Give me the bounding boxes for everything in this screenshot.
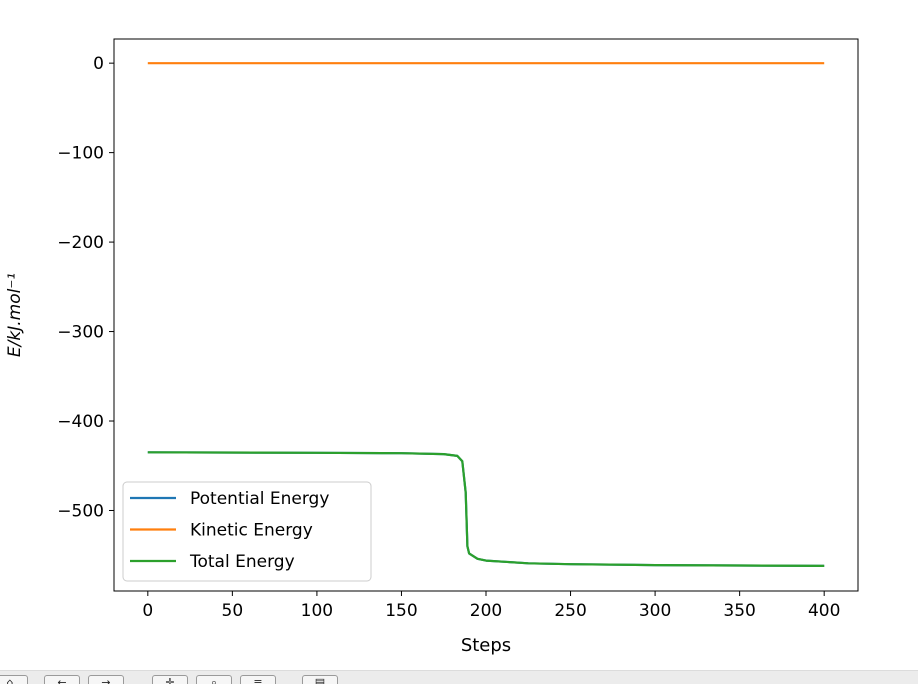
forward-icon: → [101,676,111,684]
pan-button[interactable]: ✛ [152,675,188,684]
x-tick-label: 0 [142,601,153,621]
zoom-icon: ⌕ [210,676,218,684]
y-axis-label: E/kJ.mol⁻¹ [5,273,25,357]
navigation-toolbar: ⌂ ← → ✛ ⌕ ≡ ▤ [0,670,918,684]
forward-button[interactable]: → [88,675,124,684]
home-button[interactable]: ⌂ [0,675,28,684]
pan-icon: ✛ [165,676,175,684]
series-line-total-energy [147,451,825,568]
back-icon: ← [57,676,67,684]
figure: 0 50 100 150 200 250 300 350 400 0 −100 −200 −300 −4… [5,38,859,656]
x-tick-label: 100 [301,601,333,621]
save-button[interactable]: ▤ [302,675,338,684]
x-tick-label: 50 [222,601,244,621]
legend-box [122,481,372,582]
x-axis: 0 50 100 150 200 250 300 350 400 [142,591,840,621]
y-tick-label: −200 [57,233,104,253]
subplots-icon: ≡ [253,676,263,684]
save-icon: ▤ [314,676,326,684]
y-tick-label: −100 [57,144,104,164]
x-axis-label: Steps [461,635,511,656]
x-tick-label: 150 [385,601,417,621]
x-tick-label: 350 [723,601,755,621]
x-tick-label: 200 [470,601,502,621]
back-button[interactable]: ← [44,675,80,684]
home-icon: ⌂ [6,676,14,684]
legend-label: Total Energy [189,552,295,572]
x-tick-label: 300 [639,601,671,621]
x-tick-label: 400 [808,601,840,621]
legend-label: Kinetic Energy [190,521,313,541]
zoom-button[interactable]: ⌕ [196,675,232,684]
y-tick-label: −500 [57,501,104,521]
subplots-button[interactable]: ≡ [240,675,276,684]
y-axis: 0 −100 −200 −300 −400 −500 [57,54,114,521]
x-tick-label: 250 [554,601,586,621]
legend: Potential Energy Kinetic Energy Total Ener… [122,481,372,582]
y-tick-label: −400 [57,412,104,432]
y-tick-label: 0 [93,54,104,74]
energy-chart: 0 50 100 150 200 250 300 350 400 0 −100 −200 −300 −4… [5,38,859,656]
legend-label: Potential Energy [190,489,329,509]
y-tick-label: −300 [57,323,104,343]
series-layer [147,62,825,568]
